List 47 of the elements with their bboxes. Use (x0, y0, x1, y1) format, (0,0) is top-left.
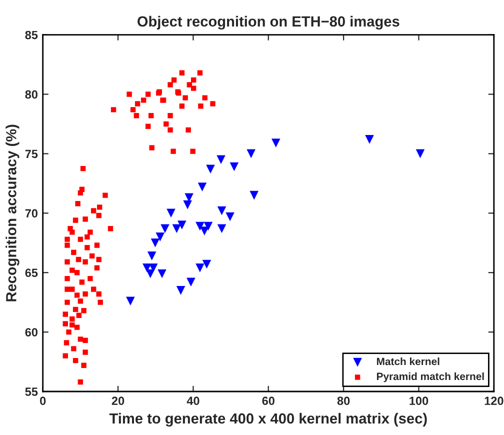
point (126, 296, 135, 306)
point (160, 224, 170, 233)
y-tick-label: 80 (25, 90, 38, 99)
y-axis-title: Recognition accuracy (%) (6, 124, 20, 302)
y-tick-label: 75 (25, 150, 38, 158)
x-tick-label: 40 (186, 396, 200, 406)
y-tick-label: 60 (25, 328, 38, 336)
x-tick-label: 0 (40, 396, 46, 406)
point (216, 155, 226, 164)
y-tick-label: 85 (25, 30, 38, 40)
point (226, 212, 234, 222)
legend-label: Match kernel (376, 357, 440, 366)
point (142, 263, 152, 272)
y-tick-label: 65 (25, 268, 38, 277)
point (365, 135, 374, 144)
x-tick-label: 100 (410, 396, 428, 406)
point (186, 278, 196, 287)
legend-label: Pyramid match kernel (376, 372, 484, 382)
point (246, 149, 256, 158)
point (217, 206, 226, 216)
point (156, 232, 165, 242)
point (206, 164, 215, 174)
point (147, 252, 156, 260)
point (196, 263, 204, 272)
point (183, 200, 192, 210)
x-tick-label: 60 (262, 396, 274, 406)
y-tick-label: 70 (25, 209, 38, 218)
point (166, 208, 176, 218)
point (202, 260, 212, 269)
point (198, 182, 207, 192)
x-tick-label: 120 (484, 396, 504, 406)
chart-title: Object recognition on ETH−80 images (138, 16, 400, 30)
x-tick-label: 80 (337, 396, 350, 406)
point (158, 269, 166, 278)
point (250, 190, 258, 200)
y-tick-label: 55 (25, 388, 38, 396)
point (416, 149, 425, 158)
point (176, 286, 186, 295)
x-tick-label: 20 (112, 396, 124, 406)
point (272, 138, 280, 148)
point (204, 222, 213, 231)
point (178, 220, 186, 230)
point (217, 224, 226, 233)
point (230, 162, 239, 172)
point (150, 238, 160, 248)
x-axis-title: Time to generate 400 x 400 kernel matrix (sec) (109, 412, 427, 427)
point (172, 224, 182, 233)
